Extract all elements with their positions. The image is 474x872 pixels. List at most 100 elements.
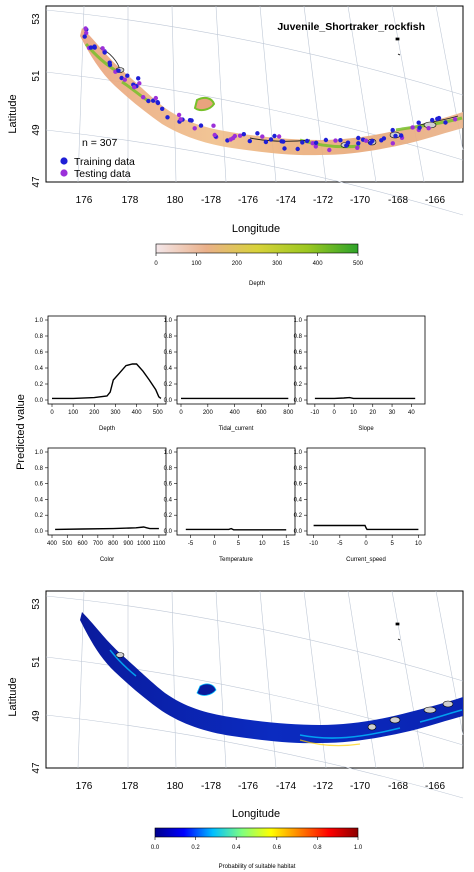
bottom-y-tick-51: 51: [31, 656, 42, 668]
top-map-xlabel: Longitude: [232, 223, 280, 235]
sample-point: [368, 140, 373, 146]
y-tick-label: 1.0: [294, 318, 303, 324]
y-tick-label: 0.4: [164, 497, 173, 503]
x-tick-label: 10: [415, 541, 422, 547]
sample-point: [313, 140, 319, 145]
x-tick-label: 800: [283, 410, 294, 416]
legend-testing-marker: [60, 169, 68, 177]
sample-point: [426, 126, 431, 131]
y-tick-label: 0.2: [294, 513, 303, 519]
sample-point: [282, 146, 287, 151]
depth-colorbar-ramp: [155, 243, 359, 254]
top-x-tick-m176: -176: [238, 195, 258, 206]
sample-point: [88, 45, 94, 50]
top-x-tick-m174: -174: [276, 195, 296, 206]
sample-point: [146, 98, 151, 104]
panel-frame: [176, 315, 296, 405]
bottom-y-tick-49: 49: [31, 710, 42, 722]
y-tick-label: 0.0: [164, 529, 173, 535]
bottom-map-xlabel: Longitude: [232, 808, 280, 820]
panel-slope: 0.0 0.2 0.4 0.6 0.8 1.0 -10 0 10 20 30 40 Slope: [294, 315, 426, 432]
x-tick-label: 0: [179, 410, 183, 416]
y-tick-label: 0.8: [294, 334, 303, 340]
top-y-tick-53: 53: [31, 13, 42, 25]
sample-point: [443, 120, 448, 125]
bottom-x-tick-m174: -174: [276, 781, 296, 792]
bottom-map: 53 51 49 47 Latitude 176 178 180 -178 -1…: [7, 590, 464, 870]
top-x-tick-m166: -166: [425, 195, 445, 206]
y-tick-label: 0.2: [294, 382, 303, 388]
panel-color: 0.0 0.2 0.4 0.6 0.8 1.0 400 500 600 700 800 900 1000…: [35, 447, 167, 563]
panel-frame: [306, 447, 426, 536]
sample-point: [176, 112, 182, 118]
probability-colorbar-ramp: [154, 827, 359, 838]
y-tick-label: 0.6: [294, 350, 303, 356]
sample-point: [300, 140, 305, 145]
x-tick-label: 700: [93, 541, 104, 547]
panel-frame: [306, 315, 426, 405]
sample-point: [276, 134, 282, 139]
probability-colorbar-ticks: 0.0 0.2 0.4 0.6 0.8 1.0: [151, 837, 363, 851]
colorbar-tick-label: 1.0: [354, 845, 363, 851]
sample-point: [295, 146, 300, 152]
probability-colorbar-label: Probability of suitable habitat: [219, 864, 296, 870]
x-tick-label: -5: [188, 541, 194, 547]
top-x-tick-m178: -178: [201, 195, 221, 206]
sample-point: [198, 123, 204, 128]
depth-colorbar-ticks: 0 100 200 300 400 500: [154, 253, 364, 267]
sample-point: [410, 125, 415, 130]
sample-point: [83, 26, 88, 31]
y-tick-label: 0.0: [35, 529, 44, 535]
x-tick-label: 5: [391, 541, 395, 547]
top-map-ylabel: Latitude: [7, 94, 19, 133]
sample-point: [82, 34, 87, 39]
sample-point: [178, 117, 183, 122]
panel-xlabel: Slope: [358, 426, 374, 432]
x-tick-label: 400: [132, 410, 143, 416]
y-tick-label: 0.6: [164, 482, 173, 488]
y-tick-label: 0.6: [35, 482, 44, 488]
x-tick-label: 600: [256, 410, 267, 416]
sample-point: [84, 30, 89, 36]
sample-point: [260, 134, 265, 139]
x-tick-label: 900: [123, 541, 134, 547]
y-tick-label: 0.2: [35, 513, 44, 519]
sample-point: [356, 141, 361, 146]
bottom-x-tick-m168: -168: [388, 781, 408, 792]
depth-colorbar: 0 100 200 300 400 500 Depth: [154, 243, 364, 287]
sample-count: n = 307: [82, 137, 117, 149]
x-tick-label: -5: [337, 541, 343, 547]
y-tick-label: 0.4: [294, 497, 303, 503]
panel-xlabel: Temperature: [219, 557, 253, 563]
y-tick-label: 0.8: [35, 466, 44, 472]
sample-point: [355, 145, 360, 150]
y-tick-label: 0.8: [164, 334, 173, 340]
top-y-tick-49: 49: [31, 124, 42, 136]
x-tick-label: 0: [332, 410, 336, 416]
colorbar-tick-label: 500: [353, 261, 364, 267]
response-curve: [314, 396, 416, 400]
panel-tidal-current: 0.0 0.2 0.4 0.6 0.8 1.0 0 200 400 600 800 Tidal_cur…: [164, 315, 296, 432]
colorbar-tick-label: 0.6: [273, 845, 282, 851]
y-tick-label: 0.4: [164, 366, 173, 372]
x-tick-label: 5: [237, 541, 241, 547]
x-tick-label: 200: [89, 410, 100, 416]
x-tick-label: 40: [408, 410, 415, 416]
sample-point: [338, 138, 343, 143]
legend-training-marker: [60, 157, 68, 165]
sample-point: [390, 127, 395, 133]
y-tick-label: 0.2: [164, 513, 173, 519]
x-tick-label: 500: [153, 410, 164, 416]
x-tick-label: 30: [389, 410, 396, 416]
legend-training-label: Training data: [74, 156, 135, 168]
top-x-tick-178: 178: [122, 195, 139, 206]
sample-point: [225, 138, 230, 143]
panel-frame: [47, 315, 167, 405]
top-map-y-axis: 53 51 49 47 Latitude: [7, 13, 42, 188]
y-tick-label: 0.0: [294, 398, 303, 404]
x-tick-label: 0: [364, 541, 368, 547]
colorbar-tick-label: 400: [313, 261, 324, 267]
colorbar-tick-label: 300: [272, 261, 283, 267]
bottom-map-y-axis: 53 51 49 47 Latitude: [7, 598, 42, 774]
bottom-y-tick-47: 47: [31, 762, 42, 774]
